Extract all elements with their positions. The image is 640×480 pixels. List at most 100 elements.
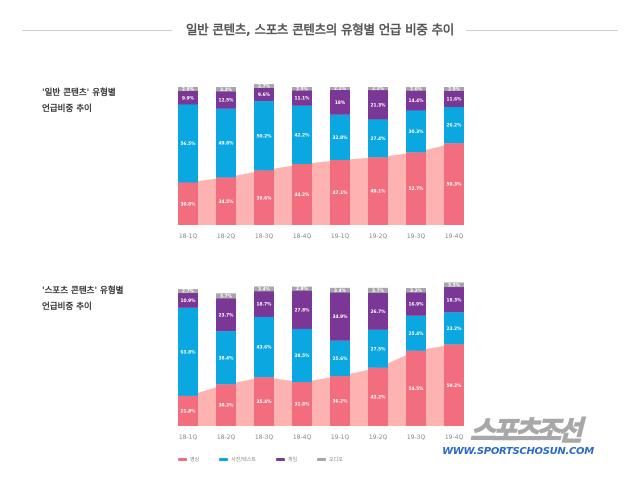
sports-label-game-7: 18.3%	[447, 297, 463, 303]
sports-label-photo-text-1: 38.4%	[219, 355, 235, 361]
general-label-video-1: 34.5%	[219, 199, 235, 205]
general-label-photo-text-6: 30.3%	[409, 129, 425, 135]
general-bar-game-0	[178, 90, 198, 105]
general-label-game-0: 9.9%	[182, 95, 195, 101]
sports-label-video-4: 36.2%	[333, 399, 349, 405]
sports-label-video-1: 30.3%	[219, 403, 235, 409]
general-bar-game-1	[216, 91, 236, 109]
sports-label-audio-1: 3.7%	[220, 294, 233, 300]
legend-label-video: 영상	[190, 457, 200, 463]
sports-bar-video-6	[406, 350, 426, 426]
sports-bar-audio-1	[216, 293, 236, 299]
sports-bar-photo-text-5	[368, 329, 388, 368]
sports-label-audio-3: 2.9%	[296, 286, 309, 292]
general-label-photo-text-5: 27.4%	[371, 136, 387, 142]
general-label-game-6: 14.4%	[409, 98, 425, 104]
watermark-url: WWW.SPORTSCHOSUN.COM	[442, 446, 594, 457]
sports-bar-audio-7	[444, 282, 464, 288]
sports-label-video-5: 42.2%	[371, 394, 387, 400]
sports-label-video-2: 35.4%	[257, 399, 273, 405]
watermark-logo: 스포츠조선	[470, 415, 584, 447]
sports-label-game-5: 26.7%	[371, 309, 387, 315]
sports-bar-game-2	[254, 291, 274, 317]
sports-label-game-4: 34.9%	[333, 314, 349, 320]
sports-bar-photo-text-4	[330, 340, 350, 377]
sports-label-audio-0: 2.7%	[182, 289, 195, 295]
sports-bar-video-7	[444, 344, 464, 426]
general-label-audio-5: 2.2%	[372, 86, 385, 92]
sports-bar-photo-text-1	[216, 331, 236, 385]
general-bar-video-3	[292, 164, 312, 225]
sports-label-photo-text-7: 23.2%	[447, 326, 463, 332]
general-label-video-7: 59.3%	[447, 182, 463, 188]
sports-label-video-3: 31.8%	[295, 402, 311, 408]
sports-label-photo-text-0: 63.8%	[181, 349, 197, 355]
sports-video-area	[178, 344, 464, 426]
sports-label-audio-6: 3.2%	[410, 288, 423, 294]
sports-bar-game-1	[216, 298, 236, 332]
general-bar-audio-6	[406, 87, 426, 91]
sports-bar-photo-text-0	[178, 307, 198, 396]
sports-tick-label-4: 19-1Q	[331, 434, 350, 441]
sports-tick-label-2: 18-3Q	[255, 434, 274, 441]
legend-item-video: 영상	[178, 456, 199, 463]
general-bar-photo-text-0	[178, 104, 198, 183]
general-label-game-3: 11.1%	[295, 96, 311, 102]
sports-bar-audio-5	[368, 287, 388, 293]
general-bar-photo-text-3	[292, 105, 312, 165]
sports-tick-label-3: 18-4Q	[293, 434, 312, 441]
general-label-video-5: 49.1%	[371, 189, 387, 195]
general-bar-video-2	[254, 170, 274, 225]
sports-label-game-6: 16.9%	[409, 302, 425, 308]
legend-item-audio: 오디오	[317, 456, 343, 463]
general-bar-game-6	[406, 90, 426, 111]
chart-title-sports: '스포츠 콘텐츠' 유형별 언급비중 추이	[42, 286, 124, 312]
general-bar-video-4	[330, 160, 350, 225]
sports-tick-label-6: 19-3Q	[407, 434, 426, 441]
general-tick-label-5: 19-2Q	[369, 233, 388, 240]
general-bar-photo-text-5	[368, 119, 388, 158]
general-bar-audio-4	[330, 87, 350, 90]
general-label-audio-7: 2.9%	[448, 87, 461, 93]
general-label-photo-text-1: 49.8%	[219, 141, 235, 147]
general-label-video-4: 47.1%	[333, 190, 349, 196]
legend-label-audio: 오디오	[329, 457, 343, 463]
general-bar-photo-text-2	[254, 101, 274, 171]
general-bar-video-1	[216, 177, 236, 225]
sports-bar-audio-0	[178, 289, 198, 293]
general-bar-video-7	[444, 143, 464, 225]
sports-bar-photo-text-3	[292, 328, 312, 383]
general-bar-audio-5	[368, 87, 388, 91]
sports-label-video-6: 54.5%	[409, 386, 425, 392]
general-bar-game-7	[444, 91, 464, 108]
general-label-video-6: 52.7%	[409, 186, 425, 192]
general-bar-video-6	[406, 152, 426, 225]
general-bar-audio-2	[254, 84, 274, 88]
sports-label-photo-text-3: 38.5%	[295, 353, 311, 359]
sports-bar-game-4	[330, 292, 350, 341]
sports-bar-audio-6	[406, 288, 426, 293]
general-tick-label-3: 18-4Q	[293, 233, 312, 240]
sports-label-game-3: 27.8%	[295, 307, 311, 313]
sports-bar-video-3	[292, 382, 312, 426]
general-bar-audio-7	[444, 87, 464, 91]
general-bar-photo-text-4	[330, 114, 350, 160]
legend-item-game: 게임	[275, 456, 297, 463]
general-label-game-5: 21.3%	[371, 102, 387, 108]
chart-general: 30.8% 56.5% 9.9% 2.8% 18-1Q 34.5% 49.8% 12.5% 3.…	[178, 84, 464, 240]
general-label-photo-text-0: 56.5%	[181, 141, 197, 147]
sports-bar-game-7	[444, 287, 464, 313]
sports-bar-video-4	[330, 376, 350, 426]
general-bar-game-2	[254, 87, 274, 102]
sports-label-video-7: 59.2%	[447, 383, 463, 389]
sports-label-game-2: 18.7%	[257, 302, 273, 308]
sports-bar-video-0	[178, 395, 198, 426]
sports-label-video-0: 21.8%	[181, 409, 197, 415]
sports-tick-label-5: 19-2Q	[369, 434, 388, 441]
sports-bar-game-5	[368, 292, 388, 330]
legend-swatch-photo-text	[219, 458, 229, 461]
sports-label-audio-2: 3.4%	[258, 286, 271, 292]
general-label-photo-text-3: 42.2%	[295, 132, 311, 138]
general-tick-label-7: 19-4Q	[445, 233, 464, 240]
sports-tick-label-0: 18-1Q	[179, 434, 198, 441]
